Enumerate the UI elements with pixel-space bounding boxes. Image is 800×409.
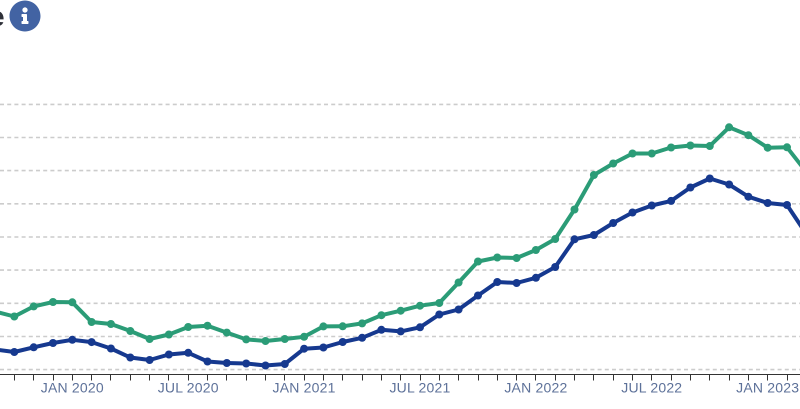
svg-text:JAN 2021: JAN 2021 <box>273 380 336 396</box>
svg-text:JAN 2023: JAN 2023 <box>736 380 799 396</box>
svg-text:JUL 2022: JUL 2022 <box>621 380 682 396</box>
svg-text:JAN 2020: JAN 2020 <box>41 380 104 396</box>
svg-text:JUL 2020: JUL 2020 <box>158 380 219 396</box>
svg-text:JUL 2021: JUL 2021 <box>389 380 450 396</box>
svg-text:JAN 2022: JAN 2022 <box>504 380 567 396</box>
